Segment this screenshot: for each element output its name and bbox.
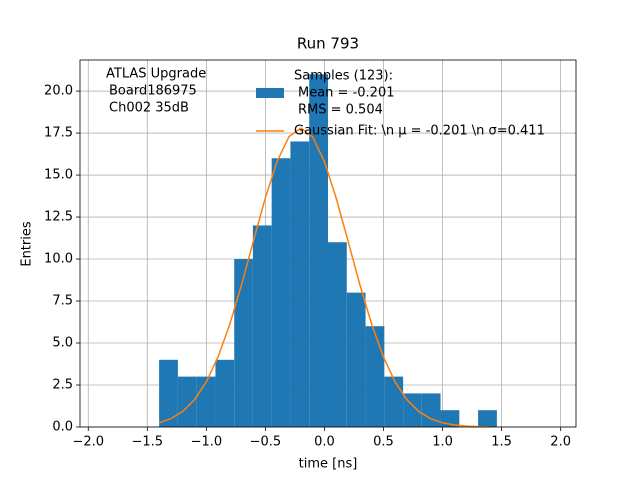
x-tick-label: 0.0 [314, 435, 335, 450]
chart-title: Run 793 [297, 35, 359, 53]
annotation: ATLAS Upgrade [106, 67, 206, 82]
bar [328, 242, 347, 427]
bar [177, 376, 197, 427]
annotation: Board186975 [109, 84, 197, 99]
y-tick-label: 10.0 [44, 252, 73, 267]
bar [365, 326, 385, 427]
x-axis-label: time [ns] [299, 457, 358, 472]
legend-label: Mean = -0.201 [298, 86, 394, 101]
bar [196, 376, 216, 427]
bar [252, 225, 272, 427]
x-tick-label: 2.0 [550, 435, 571, 450]
legend-label: Gaussian Fit: \n μ = -0.201 \n σ=0.411 [294, 124, 545, 139]
legend-label: RMS = 0.504 [298, 103, 383, 118]
y-tick-label: 15.0 [44, 168, 73, 183]
bar [234, 259, 253, 427]
x-tick-label: −1.0 [191, 435, 223, 450]
y-tick-label: 0.0 [52, 420, 73, 435]
bar [271, 158, 291, 427]
bar [421, 393, 441, 427]
y-tick-label: 5.0 [52, 336, 73, 351]
axes-frame [79, 59, 577, 428]
x-tick-label: −0.5 [250, 435, 282, 450]
x-tick-label: 1.5 [491, 435, 512, 450]
y-axis-label: Entries [20, 221, 35, 267]
fit-line [158, 127, 490, 428]
annotation: Ch002 35dB [109, 101, 189, 116]
bar [215, 359, 235, 427]
bar [290, 141, 310, 427]
x-tick-label: −1.5 [132, 435, 164, 450]
y-tick-label: 2.5 [52, 378, 73, 393]
y-tick-label: 12.5 [44, 210, 73, 225]
bar [403, 393, 422, 427]
bar [384, 376, 404, 427]
legend-swatch [256, 88, 284, 98]
y-tick-label: 7.5 [52, 294, 73, 309]
y-tick-label: 20.0 [44, 84, 73, 99]
x-tick-label: −2.0 [72, 435, 104, 450]
bar [346, 292, 366, 427]
bar [309, 74, 328, 427]
x-tick-label: 1.0 [432, 435, 453, 450]
y-tick-label: 17.5 [44, 126, 73, 141]
bar [478, 410, 497, 427]
x-tick-label: 0.5 [373, 435, 394, 450]
legend-label: Samples (123): [294, 69, 393, 84]
bar [159, 359, 178, 427]
